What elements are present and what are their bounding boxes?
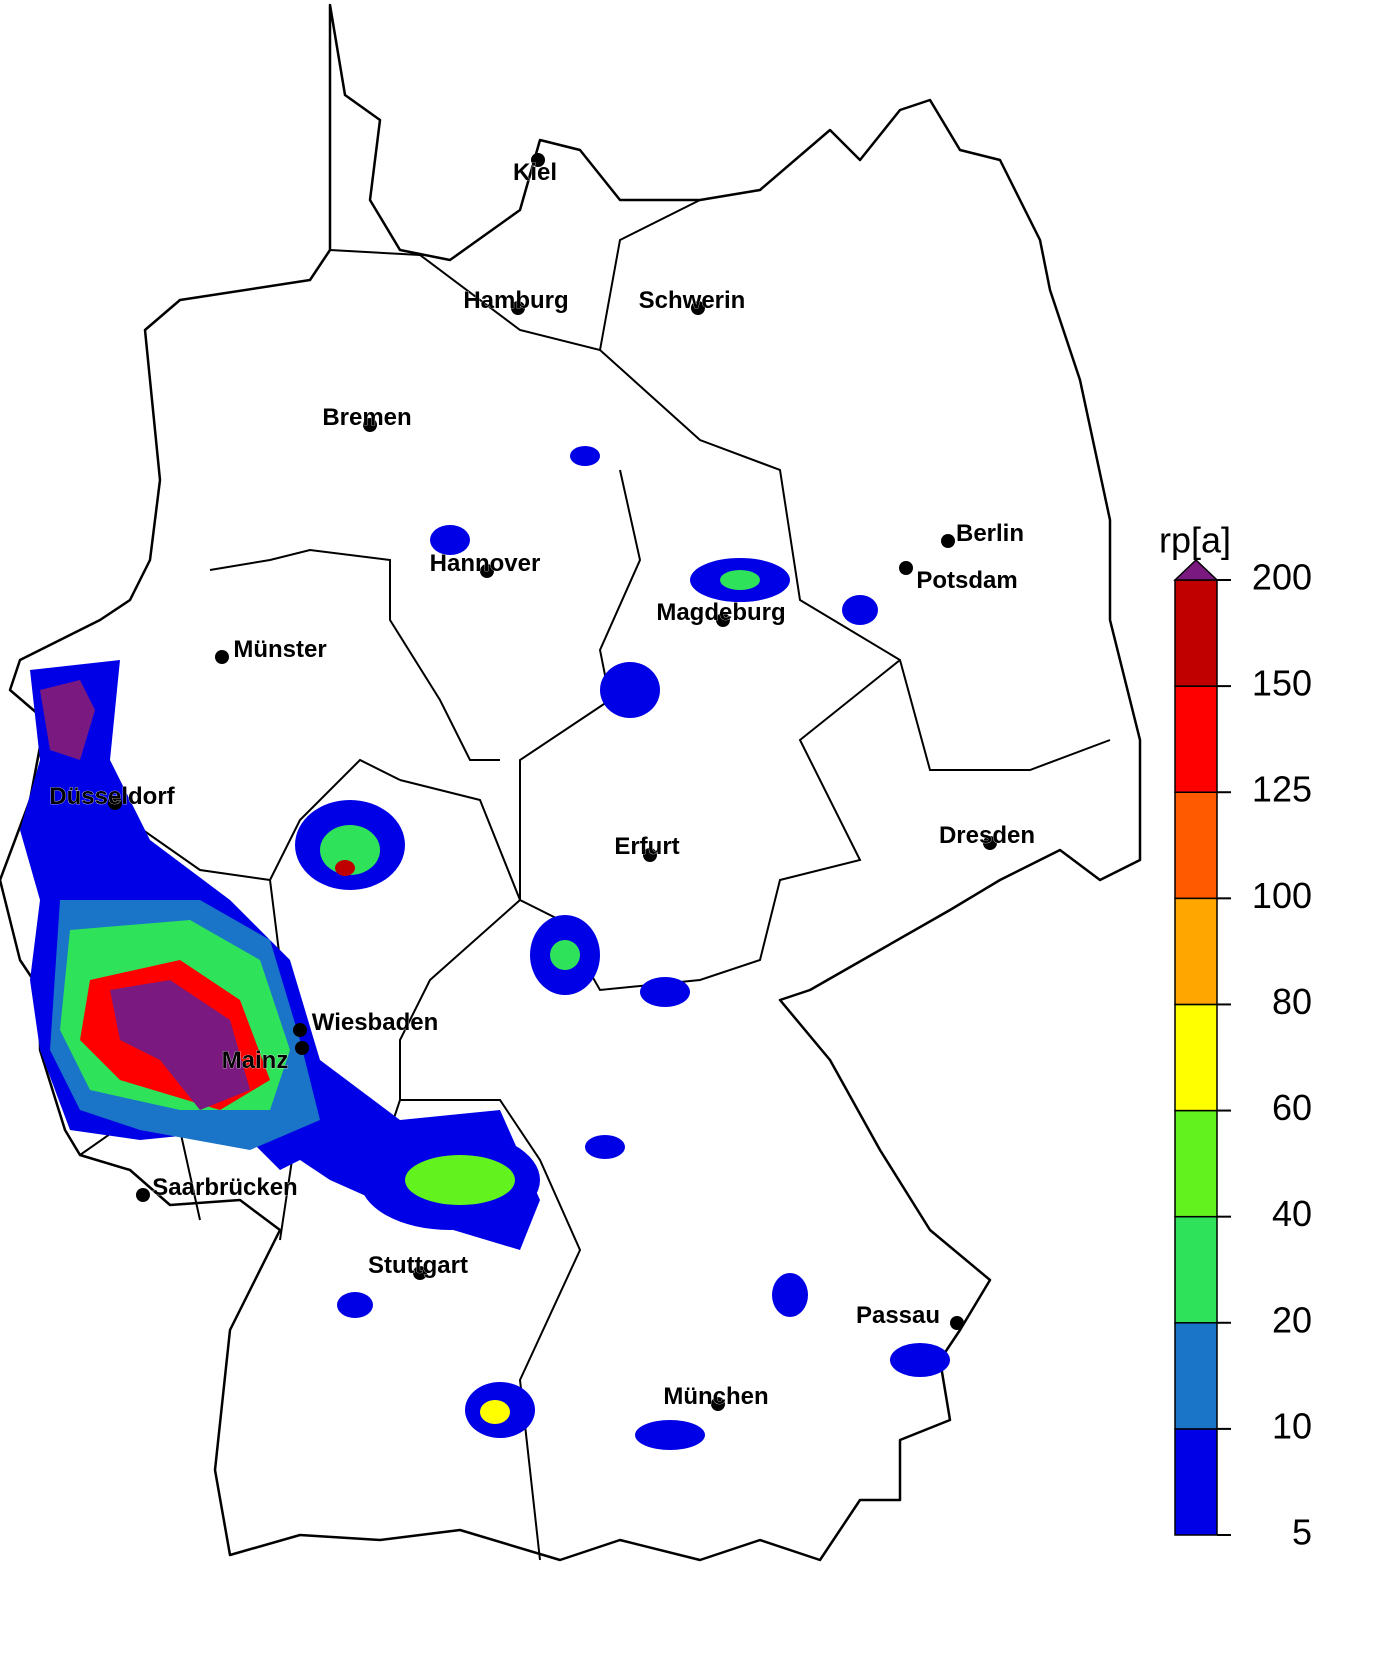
city-dot xyxy=(941,534,955,548)
city-dot xyxy=(293,1023,307,1037)
city-dot xyxy=(363,418,377,432)
city-dot xyxy=(711,1397,725,1411)
city-dot xyxy=(643,848,657,862)
city-dot xyxy=(716,613,730,627)
city-label: Stuttgart xyxy=(368,1252,468,1279)
city-dot xyxy=(511,301,525,315)
city-dot xyxy=(899,561,913,575)
colorbar-tick-label: 5 xyxy=(1292,1512,1312,1553)
colorbar: rp[a] 5 10 20 40 60 80 100 125 150 200 xyxy=(1159,520,1312,1553)
city-dot xyxy=(295,1041,309,1055)
map: Kiel Hamburg Schwerin Bremen Hannover Berlin P… xyxy=(0,3,1142,1562)
city-dot xyxy=(108,796,122,810)
colorbar-tick-label: 80 xyxy=(1272,981,1312,1022)
colorbar-tick-label: 40 xyxy=(1272,1193,1312,1234)
city-label: Düsseldorf xyxy=(49,783,175,810)
city-label: Dresden xyxy=(939,822,1035,849)
colorbar-segment xyxy=(1174,1322,1218,1430)
colorbar-tick-label: 20 xyxy=(1272,1299,1312,1340)
city-dot xyxy=(413,1266,427,1280)
city-label: Potsdam xyxy=(916,567,1017,594)
colorbar-tick-label: 150 xyxy=(1252,663,1312,704)
city-dot xyxy=(691,301,705,315)
city-label: Passau xyxy=(856,1302,940,1329)
colorbar-segment xyxy=(1174,897,1218,1006)
colorbar-title: rp[a] xyxy=(1159,520,1231,561)
city-dot xyxy=(983,836,997,850)
city-label: Hannover xyxy=(430,550,541,577)
colorbar-tick-label: 100 xyxy=(1252,875,1312,916)
city-label: Saarbrücken xyxy=(152,1174,297,1201)
colorbar-segment xyxy=(1174,1215,1218,1324)
country-outline xyxy=(0,3,1142,1562)
colorbar-tick-label: 60 xyxy=(1272,1087,1312,1128)
city-dot xyxy=(950,1316,964,1330)
city-dot xyxy=(480,564,494,578)
colorbar-segment xyxy=(1174,685,1218,793)
city-label: Münster xyxy=(233,636,326,663)
colorbar-segment xyxy=(1174,579,1218,687)
colorbar-segment xyxy=(1174,1003,1218,1112)
precipitation-areas xyxy=(20,446,950,1450)
city-label: Kiel xyxy=(513,159,557,186)
city-label: Mainz xyxy=(222,1047,289,1074)
colorbar-segment xyxy=(1174,1428,1218,1536)
city-label: Magdeburg xyxy=(656,599,785,626)
city-dot xyxy=(531,153,545,167)
colorbar-tick-label: 125 xyxy=(1252,769,1312,810)
colorbar-segment xyxy=(1174,1109,1218,1218)
colorbar-tick-label: 10 xyxy=(1272,1405,1312,1446)
city-label: Schwerin xyxy=(639,287,746,314)
city-label: Erfurt xyxy=(614,833,679,860)
city-label: Berlin xyxy=(956,520,1024,547)
colorbar-extend xyxy=(1173,558,1219,581)
city-dot xyxy=(136,1188,150,1202)
city-label: München xyxy=(663,1383,768,1410)
colorbar-segment xyxy=(1174,791,1218,900)
colorbar-tick-label: 200 xyxy=(1252,557,1312,598)
city-label: Bremen xyxy=(322,404,411,431)
city-layer: Kiel Hamburg Schwerin Bremen Hannover Berlin P… xyxy=(49,153,1035,1411)
city-label: Wiesbaden xyxy=(312,1009,438,1036)
city-label: Hamburg xyxy=(463,287,568,314)
city-dot xyxy=(215,650,229,664)
